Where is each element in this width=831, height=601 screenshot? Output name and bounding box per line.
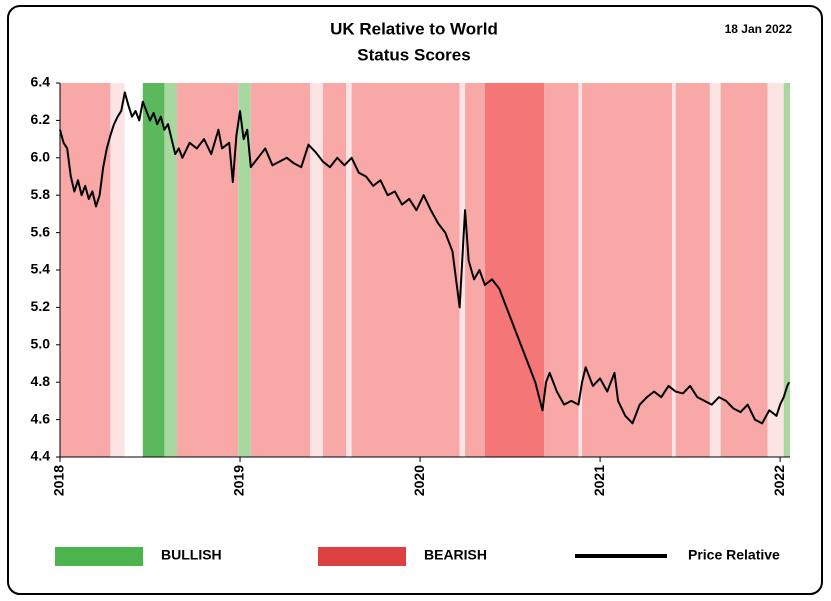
y-tick-label: 4.4: [31, 448, 51, 464]
status-band: [672, 83, 676, 457]
status-band: [465, 83, 485, 457]
y-tick-label: 5.2: [31, 298, 51, 314]
status-band: [124, 83, 143, 457]
chart-title: UK Relative to World: [330, 19, 498, 38]
status-band: [110, 83, 125, 457]
y-tick-label: 4.8: [31, 373, 51, 389]
status-band: [767, 83, 784, 457]
status-band: [238, 83, 251, 457]
y-tick-label: 6.2: [31, 111, 51, 127]
x-tick-label: 2019: [231, 465, 247, 496]
status-band: [322, 83, 347, 457]
status-band: [582, 83, 673, 457]
y-tick-label: 5.8: [31, 186, 51, 202]
y-tick-label: 5.4: [31, 261, 51, 277]
status-band: [250, 83, 311, 457]
bands: [60, 83, 790, 457]
legend-label: BULLISH: [161, 547, 222, 563]
legend-swatch: [318, 547, 406, 566]
y-tick-label: 4.6: [31, 410, 51, 426]
legend-swatch: [55, 547, 143, 566]
y-tick-label: 6.0: [31, 149, 51, 165]
x-tick-label: 2022: [771, 465, 787, 496]
plot: [59, 91, 791, 425]
y-tick-label: 5.6: [31, 223, 51, 239]
legend-label: Price Relative: [688, 547, 780, 563]
status-band: [783, 83, 790, 457]
price-line: [59, 91, 791, 425]
y-tick-label: 5.0: [31, 336, 51, 352]
date: 18 Jan 2022: [725, 22, 793, 36]
status-band: [351, 83, 460, 457]
status-band: [675, 83, 710, 457]
status-band: [164, 83, 178, 457]
axes: 4.4 4.6 4.8 5.0 5.2 5.4 5.6 5.8 6.0 6.2 6.4 2018 201…: [31, 74, 790, 496]
status-band: [142, 83, 165, 457]
x-tick-label: 2021: [591, 465, 607, 496]
status-band: [720, 83, 768, 457]
status-band: [310, 83, 323, 457]
status-band: [578, 83, 583, 457]
status-band: [484, 83, 545, 457]
status-band: [60, 83, 111, 457]
status-band: [709, 83, 721, 457]
legend: BULLISH BEARISH Price Relative: [55, 547, 780, 566]
status-band: [346, 83, 352, 457]
y-tick-label: 6.4: [31, 74, 51, 90]
chart-subtitle: Status Scores: [357, 45, 470, 64]
status-band: [177, 83, 239, 457]
status-band: [544, 83, 579, 457]
x-tick-label: 2020: [411, 465, 427, 496]
x-tick-label: 2018: [51, 465, 67, 496]
legend-label: BEARISH: [424, 547, 487, 563]
